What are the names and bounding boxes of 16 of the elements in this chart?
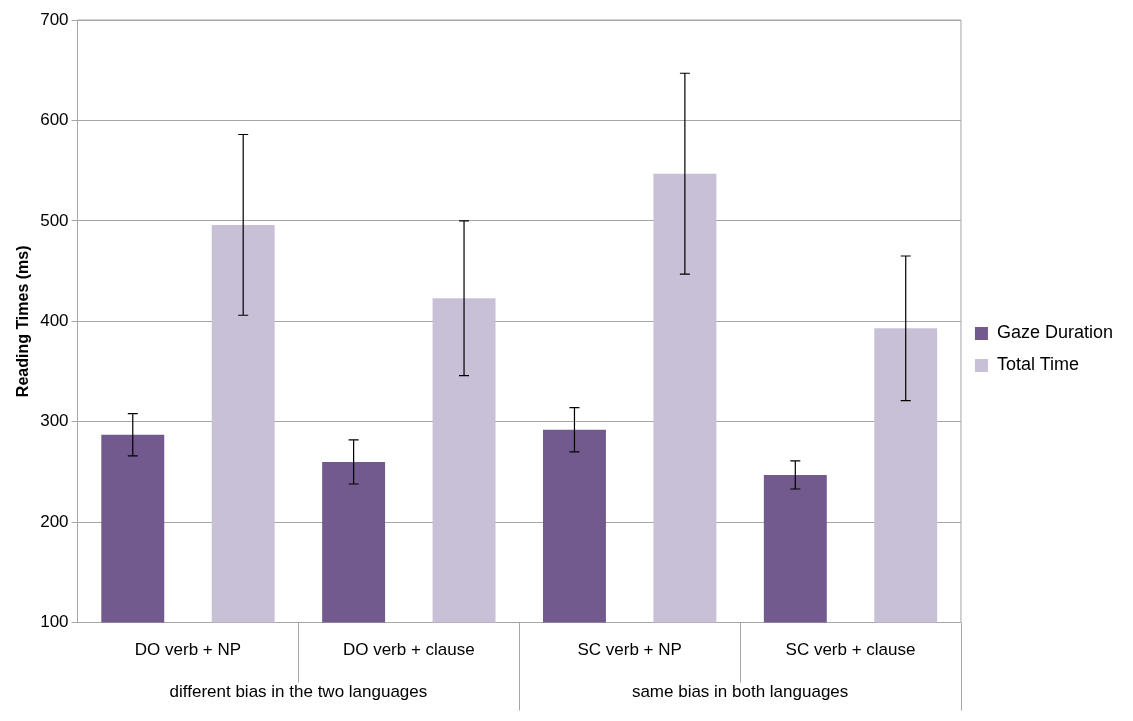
x-tick-label: DO verb + NP [134,640,242,660]
legend-label: Gaze Duration [996,322,1113,343]
x-tick-label: SC verb + clause [785,640,916,660]
x-tick-label: DO verb + clause [342,640,475,660]
text: different bias in the two languages [169,682,428,702]
y-tick-label: 200 [40,511,69,531]
y-tick-label: 300 [40,411,69,431]
y-tick-label: 400 [40,310,69,330]
y-tick-label: 500 [40,210,69,230]
text: same bias in both languages [631,682,849,702]
x-tick-label: SC verb + NP [577,640,682,660]
y-axis-title: Reading Times (ms) [14,245,32,398]
y-tick-label: 100 [40,612,69,632]
y-tick-label: 700 [40,9,69,29]
y-tick-label: 600 [40,110,69,130]
legend-label: Total Time [996,354,1079,375]
